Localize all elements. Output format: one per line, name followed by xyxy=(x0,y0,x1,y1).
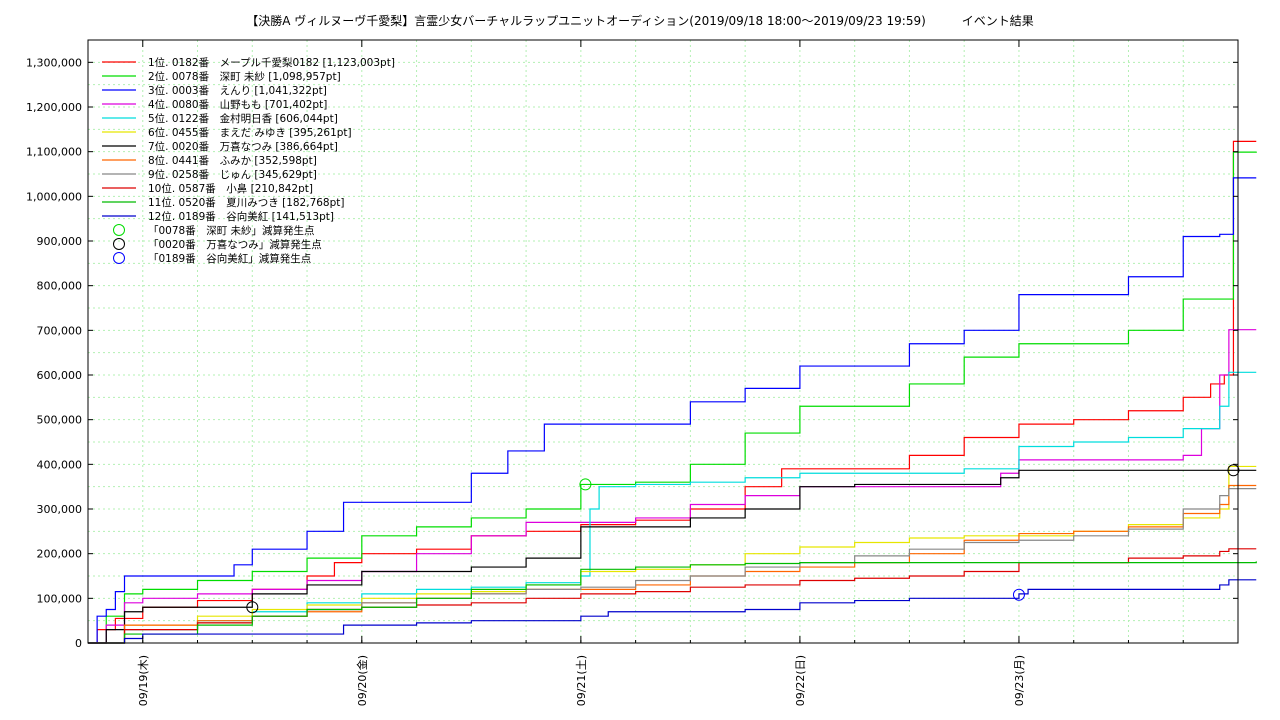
y-tick-label: 200,000 xyxy=(37,548,83,561)
grid-layer xyxy=(87,39,1239,644)
marker-layer xyxy=(246,464,1240,614)
legend: 1位. 0182番 メープル千愛梨0182 [1,123,003pt]2位. 0… xyxy=(102,56,395,265)
y-tick-label: 700,000 xyxy=(37,324,83,337)
series-line-2 xyxy=(88,151,1257,644)
legend-label: 5位. 0122番 金村明日香 [606,044pt] xyxy=(148,112,338,125)
y-tick-label: 100,000 xyxy=(37,592,83,605)
legend-label: 12位. 0189番 谷向美紅 [141,513pt] xyxy=(148,210,334,223)
y-axis: 0 100,000 200,000 300,000 400,000 500,000 600,… xyxy=(26,56,1238,650)
legend-label: 4位. 0080番 山野もも [701,402pt] xyxy=(148,98,327,111)
y-tick-label: 1,200,000 xyxy=(26,101,82,114)
legend-label: 2位. 0078番 深町 未紗 [1,098,957pt] xyxy=(148,70,341,83)
y-tick-label: 400,000 xyxy=(37,458,83,471)
x-tick-label: 09/19(木) xyxy=(137,655,150,706)
series-line-7 xyxy=(88,469,1257,644)
series-line-5 xyxy=(88,371,1257,644)
series-line-3 xyxy=(88,177,1257,644)
legend-label: 6位. 0455番 まえだ みゆき [395,261pt] xyxy=(148,126,352,139)
y-tick-label: 0 xyxy=(75,637,82,650)
series-line-12 xyxy=(88,579,1257,644)
series-line-9 xyxy=(88,488,1257,644)
legend-label: 10位. 0587番 小鼻 [210,842pt] xyxy=(148,182,313,195)
x-tick-label: 09/23(月) xyxy=(1013,655,1026,706)
legend-marker xyxy=(113,224,125,236)
x-tick-label: 09/21(土) xyxy=(575,655,588,706)
y-tick-label: 1,100,000 xyxy=(26,146,82,159)
chart-title: 【決勝A ヴィルヌーヴ千愛梨】言霊少女バーチャルラップユニットオーディション(2… xyxy=(246,14,1034,28)
legend-label: 9位. 0258番 じゅん [345,629pt] xyxy=(148,168,317,181)
plot-frame xyxy=(87,39,1239,644)
series-layer xyxy=(88,140,1257,644)
deduction-marker-1 xyxy=(579,478,592,491)
legend-label: 3位. 0003番 えんり [1,041,322pt] xyxy=(148,84,327,97)
y-tick-label: 500,000 xyxy=(37,414,83,427)
series-line-11 xyxy=(88,561,1257,644)
legend-marker-label: 「0189番 谷向美紅」減算発生点 xyxy=(148,252,311,265)
legend-label: 8位. 0441番 ふみか [352,598pt] xyxy=(148,154,317,167)
deduction-marker-2 xyxy=(246,601,259,614)
x-tick-label: 09/22(日) xyxy=(794,655,807,706)
series-line-4 xyxy=(88,329,1257,644)
legend-label: 7位. 0020番 万喜なつみ [386,664pt] xyxy=(148,140,338,153)
legend-label: 11位. 0520番 夏川みつき [182,768pt] xyxy=(148,196,345,209)
y-tick-label: 1,000,000 xyxy=(26,190,82,203)
legend-marker-label: 「0020番 万喜なつみ」減算発生点 xyxy=(148,238,322,251)
y-tick-label: 900,000 xyxy=(37,235,83,248)
legend-marker xyxy=(113,238,125,250)
deduction-marker-3 xyxy=(1012,588,1025,601)
legend-label: 1位. 0182番 メープル千愛梨0182 [1,123,003pt] xyxy=(148,56,395,69)
y-tick-label: 300,000 xyxy=(37,503,83,516)
legend-marker-label: 「0078番 深町 未紗」減算発生点 xyxy=(148,224,315,237)
legend-marker xyxy=(113,252,125,264)
x-axis: 09/19(木) 09/20(金) 09/21(土) 09/22(日) 09/23(月) xyxy=(87,40,1239,706)
y-tick-label: 1,300,000 xyxy=(26,56,82,69)
y-tick-label: 800,000 xyxy=(37,280,83,293)
y-tick-label: 600,000 xyxy=(37,369,83,382)
x-tick-label: 09/20(金) xyxy=(355,655,369,706)
